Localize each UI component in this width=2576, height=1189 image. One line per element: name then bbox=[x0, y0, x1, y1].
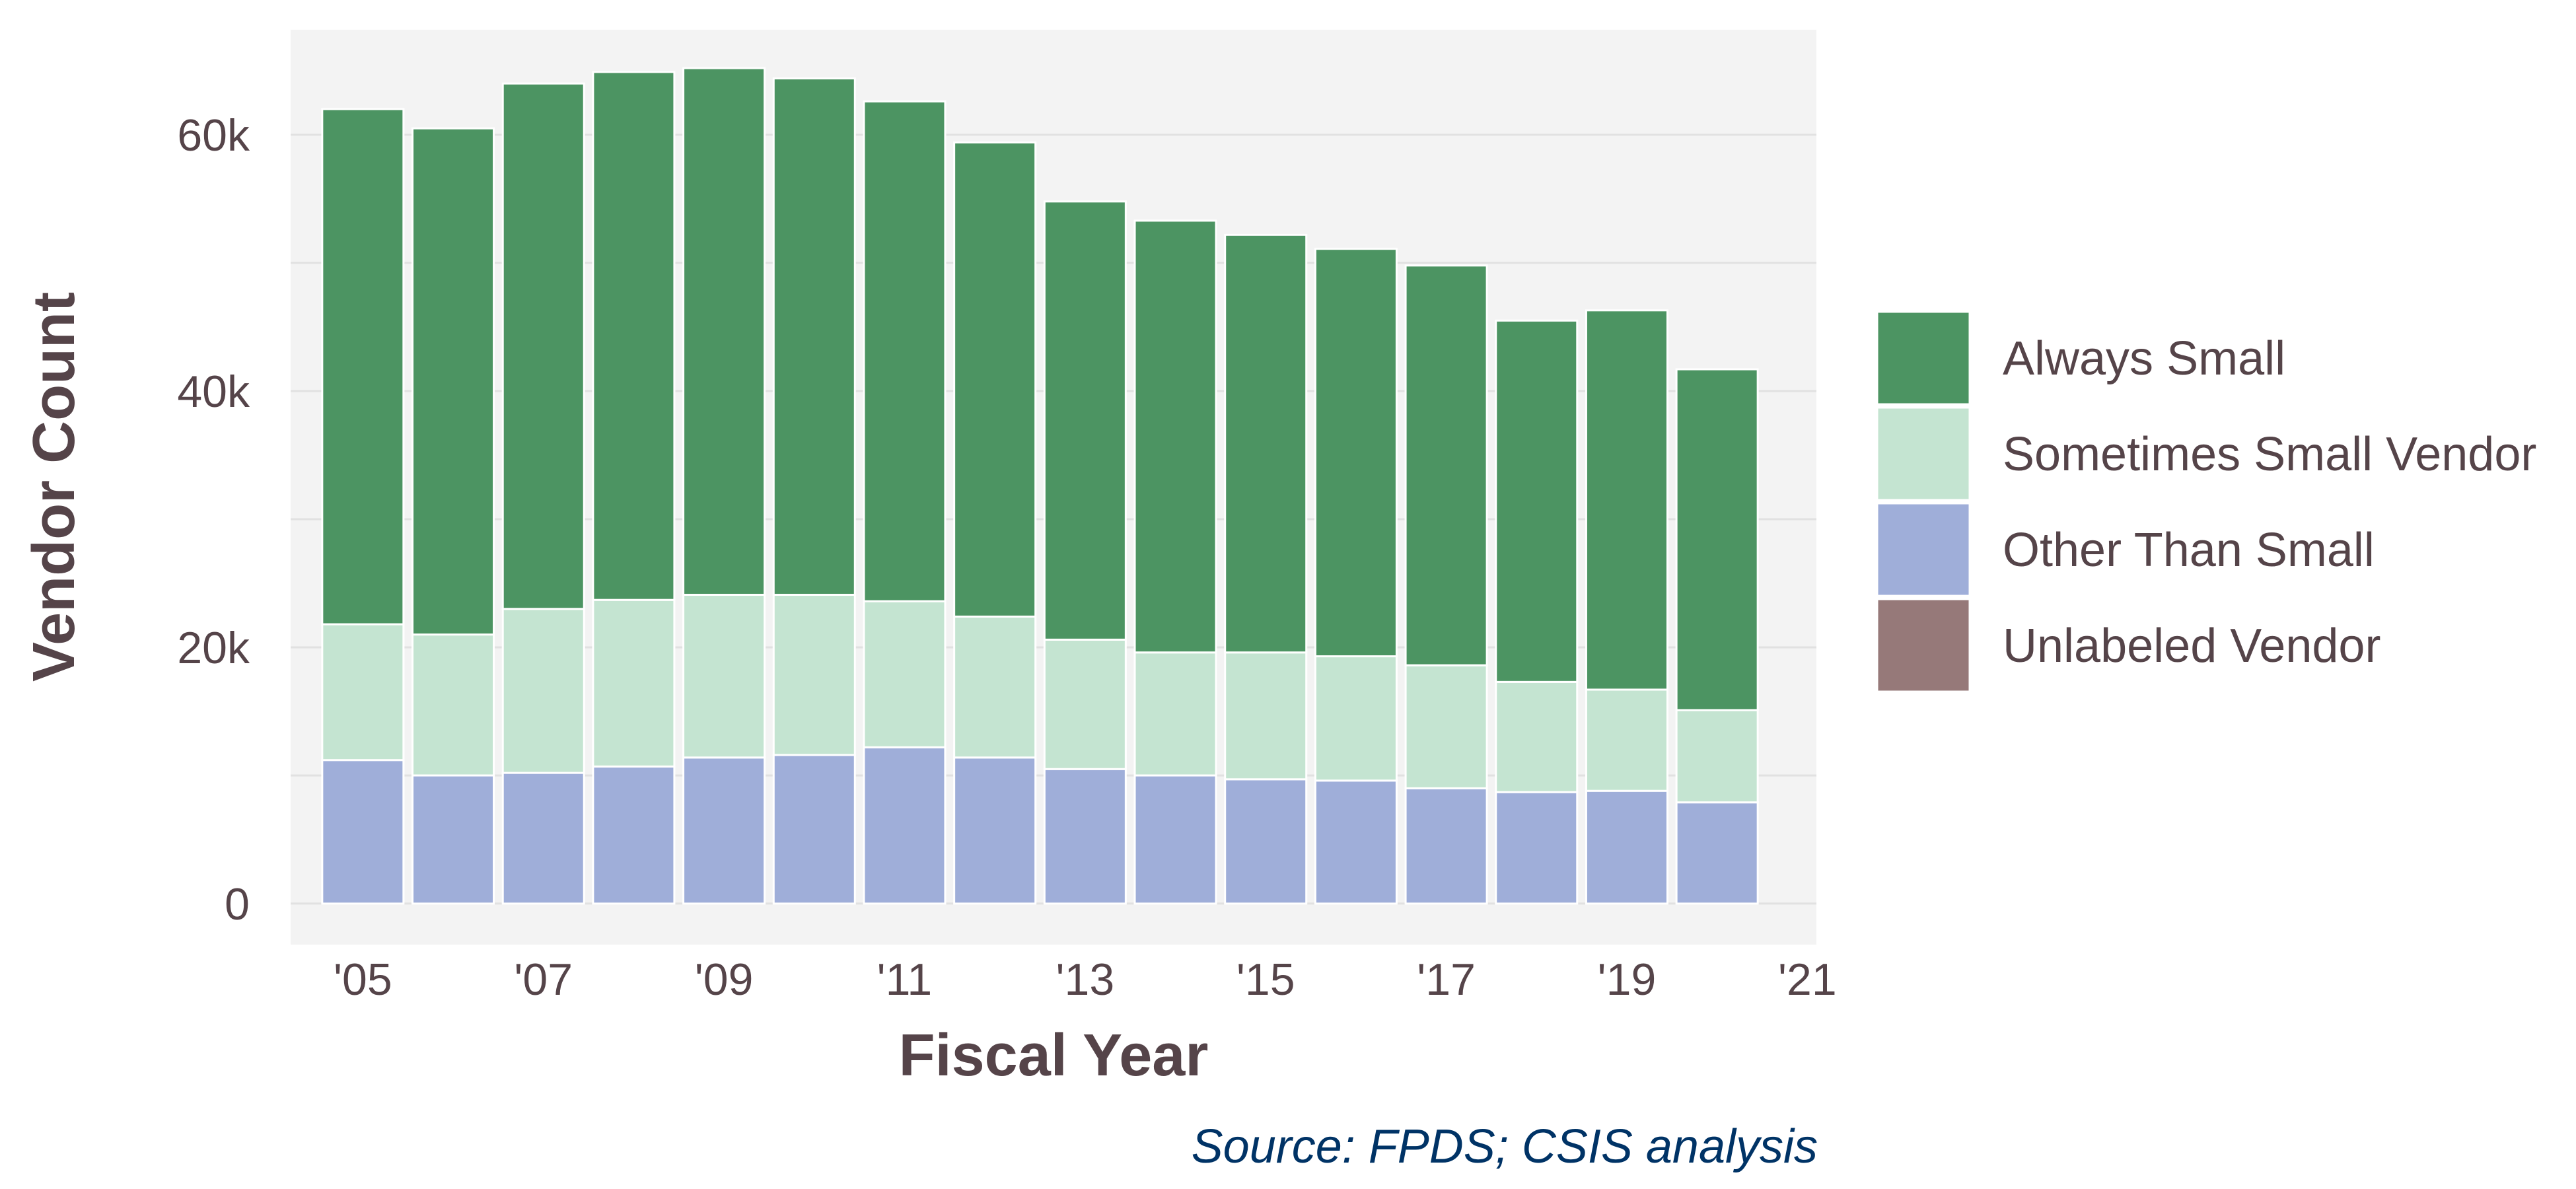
bar-segment bbox=[1314, 248, 1398, 658]
bar-segment bbox=[1675, 709, 1759, 804]
bar-segment bbox=[682, 756, 766, 905]
bar-segment bbox=[1495, 680, 1579, 793]
x-axis-ticks: '05 '07 '09 '11 '13 '15 '17 '19 '21 bbox=[334, 955, 1837, 1005]
bar-segment bbox=[1314, 655, 1398, 782]
bar-segment bbox=[321, 759, 405, 905]
legend-label: Unlabeled Vendor bbox=[2003, 620, 2380, 672]
y-tick-label: 0 bbox=[225, 879, 250, 929]
bar-segment bbox=[1224, 233, 1308, 654]
bar-segment bbox=[1133, 219, 1217, 654]
bar-segment bbox=[1043, 768, 1127, 905]
y-tick-label: 40k bbox=[177, 367, 250, 417]
legend-label: Always Small bbox=[2003, 332, 2285, 385]
bar-segment bbox=[953, 141, 1037, 618]
bar-segment bbox=[1675, 368, 1759, 711]
bar-segment bbox=[501, 82, 585, 610]
bar-segment bbox=[1585, 789, 1668, 905]
y-tick-label: 20k bbox=[177, 623, 250, 673]
bar-segment bbox=[863, 746, 947, 905]
legend-label: Sometimes Small Vendor bbox=[2003, 428, 2536, 481]
bar-segment bbox=[1224, 651, 1308, 781]
bar-segment bbox=[1043, 638, 1127, 770]
bar-segment bbox=[411, 774, 495, 905]
x-axis-title: Fiscal Year bbox=[899, 1023, 1209, 1089]
bar-segment bbox=[1133, 651, 1217, 777]
bar-segment bbox=[863, 100, 947, 602]
bar-segment bbox=[772, 77, 856, 596]
bar-segment bbox=[682, 67, 766, 596]
source-note: Source: FPDS; CSIS analysis bbox=[1192, 1120, 1818, 1173]
bar-segment bbox=[1404, 664, 1488, 789]
bar-segment bbox=[592, 71, 676, 601]
bar-segment bbox=[592, 765, 676, 905]
bar-segment bbox=[953, 615, 1037, 759]
x-tick-label: '11 bbox=[877, 955, 933, 1005]
y-tick-label: 60k bbox=[177, 110, 250, 161]
bar-segment bbox=[1495, 319, 1579, 683]
legend-swatch bbox=[1876, 406, 1971, 501]
bar-segment bbox=[1314, 779, 1398, 905]
bar-segment bbox=[1224, 778, 1308, 905]
bars bbox=[321, 67, 1759, 905]
legend-swatch bbox=[1876, 310, 1971, 406]
legend: Always Small Sometimes Small Vendor Other … bbox=[1876, 310, 2536, 693]
bar-segment bbox=[411, 633, 495, 777]
x-tick-label: '13 bbox=[1056, 955, 1115, 1005]
bar-segment bbox=[411, 127, 495, 636]
x-tick-label: '07 bbox=[514, 955, 573, 1005]
x-tick-label: '05 bbox=[334, 955, 392, 1005]
bar-segment bbox=[1675, 801, 1759, 905]
x-tick-label: '17 bbox=[1417, 955, 1476, 1005]
bar-segment bbox=[1585, 309, 1668, 691]
bar-segment bbox=[501, 608, 585, 774]
bar-segment bbox=[772, 754, 856, 905]
bar-segment bbox=[772, 593, 856, 756]
x-tick-label: '19 bbox=[1598, 955, 1657, 1005]
bar-segment bbox=[1043, 200, 1127, 641]
bar-segment bbox=[682, 593, 766, 759]
y-axis-ticks: 0 20k 40k 60k bbox=[177, 110, 250, 929]
bar-segment bbox=[321, 623, 405, 762]
bar-segment bbox=[321, 108, 405, 626]
legend-swatch bbox=[1876, 502, 1971, 597]
bar-segment bbox=[863, 600, 947, 748]
legend-swatch bbox=[1876, 598, 1971, 693]
legend-label: Other Than Small bbox=[2003, 524, 2375, 577]
bar-segment bbox=[1404, 787, 1488, 905]
bar-segment bbox=[953, 756, 1037, 905]
bar-segment bbox=[501, 772, 585, 905]
x-tick-label: '15 bbox=[1236, 955, 1295, 1005]
x-tick-label: '21 bbox=[1778, 955, 1837, 1005]
bar-segment bbox=[592, 598, 676, 768]
bar-segment bbox=[1404, 264, 1488, 667]
x-tick-label: '09 bbox=[695, 955, 754, 1005]
bar-segment bbox=[1585, 688, 1668, 792]
bar-segment bbox=[1133, 774, 1217, 905]
bar-segment bbox=[1495, 791, 1579, 905]
y-axis-title: Vendor Count bbox=[21, 292, 87, 682]
